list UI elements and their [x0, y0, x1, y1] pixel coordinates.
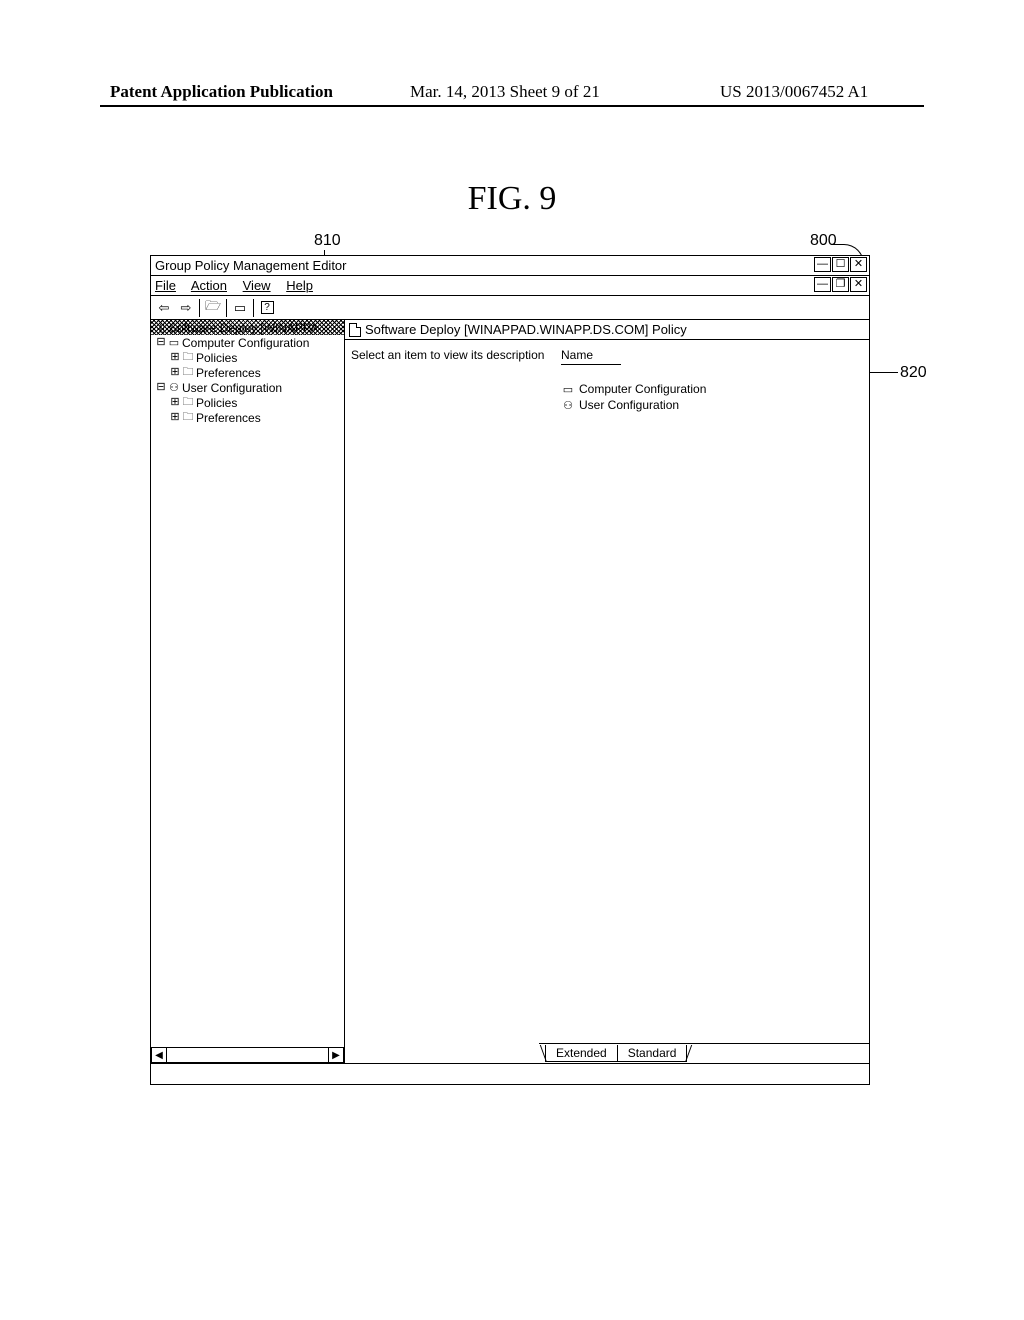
list-item[interactable]: ▭ Computer Configuration	[561, 381, 863, 397]
menu-help[interactable]: Help	[286, 278, 313, 293]
list-column: Name ▭ Computer Configuration ⚇ User Con…	[561, 348, 863, 1039]
toolbar-sep-2	[226, 299, 227, 317]
expander-icon[interactable]: ⊟	[155, 337, 167, 348]
content-title-bar: Software Deploy [WINAPPAD.WINAPP.DS.COM]…	[345, 320, 869, 340]
list-item-label: Computer Configuration	[579, 382, 706, 396]
menu-view[interactable]: View	[243, 278, 271, 293]
tab-extended[interactable]: Extended	[545, 1045, 618, 1062]
menu-action[interactable]: Action	[191, 278, 227, 293]
expander-icon[interactable]: ⊞	[169, 412, 181, 423]
callout-810: 810	[314, 232, 341, 250]
menu-bar: File Action View Help — ❐ ✕	[151, 276, 869, 296]
title-bar: Group Policy Management Editor — ☐ ✕	[151, 256, 869, 276]
properties-button[interactable]: ▭	[229, 298, 251, 318]
mdi-close-button[interactable]: ✕	[850, 277, 867, 292]
close-button[interactable]: ✕	[850, 257, 867, 272]
column-header-name[interactable]: Name	[561, 348, 621, 365]
minimize-button[interactable]: —	[814, 257, 831, 272]
callout-820: 820	[900, 364, 927, 382]
content-body: Select an item to view its description N…	[345, 340, 869, 1043]
document-icon: ▯	[155, 321, 169, 334]
tree-user-policies[interactable]: ⊞ 🗀 Policies	[151, 395, 344, 410]
patent-page: Patent Application Publication Mar. 14, …	[0, 0, 1024, 1320]
toolbar-sep-1	[199, 299, 200, 317]
window-title: Group Policy Management Editor	[155, 258, 346, 273]
back-icon: ⇦	[159, 300, 170, 316]
description-text: Select an item to view its description	[351, 348, 551, 362]
tree-user-config[interactable]: ⊟ ⚇ User Configuration	[151, 380, 344, 395]
tree-scroll-right[interactable]: ▶	[328, 1047, 344, 1063]
user-icon: ⚇	[561, 399, 575, 412]
menu-file[interactable]: File	[155, 278, 176, 293]
window-controls: — ☐ ✕	[814, 257, 867, 272]
figure-label: FIG. 9	[0, 180, 1024, 218]
tree-comp-prefs[interactable]: ⊞ 🗀 Preferences	[151, 365, 344, 380]
help-icon: ?	[261, 301, 274, 314]
header-right: US 2013/0067452 A1	[720, 82, 868, 102]
content-pane: Software Deploy [WINAPPAD.WINAPP.DS.COM]…	[345, 320, 869, 1063]
document-icon	[349, 323, 361, 337]
tree-comp-cfg-label: Computer Configuration	[181, 336, 309, 350]
back-button[interactable]: ⇦	[153, 298, 175, 318]
mdi-minimize-button[interactable]: —	[814, 277, 831, 292]
mdi-restore-button[interactable]: ❐	[832, 277, 849, 292]
content-title-text: Software Deploy [WINAPPAD.WINAPP.DS.COM]…	[365, 322, 687, 337]
tree-user-policies-label: Policies	[195, 396, 237, 410]
tree-user-cfg-label: User Configuration	[181, 381, 282, 395]
list-item-label: User Configuration	[579, 398, 679, 412]
tree-user-prefs[interactable]: ⊞ 🗀 Preferences	[151, 410, 344, 425]
header-rule	[100, 105, 924, 107]
mdi-controls: — ❐ ✕	[814, 277, 867, 292]
tree-scroll-left[interactable]: ◀	[151, 1047, 167, 1063]
toolbar: ⇦ ⇨ 🗁 ▭ ?	[151, 296, 869, 320]
tree-computer-config[interactable]: ⊟ ▭ Computer Configuration	[151, 335, 344, 350]
expander-icon[interactable]: ⊞	[169, 352, 181, 363]
forward-icon: ⇨	[181, 300, 192, 316]
expander-icon[interactable]: ⊞	[169, 397, 181, 408]
description-column: Select an item to view its description	[351, 348, 551, 1039]
folder-up-icon: 🗁	[205, 297, 221, 319]
tree-scroll-track[interactable]	[167, 1047, 328, 1063]
tree-comp-policies[interactable]: ⊞ 🗀 Policies	[151, 350, 344, 365]
tree-root[interactable]: ▯ Software Deploy [WINAPPA	[151, 320, 344, 335]
header-center: Mar. 14, 2013 Sheet 9 of 21	[410, 82, 600, 102]
tabs-row: Extended Standard	[345, 1043, 869, 1063]
tree-pane: ▯ Software Deploy [WINAPPA ⊟ ▭ Computer …	[151, 320, 345, 1063]
tree-comp-policies-label: Policies	[195, 351, 237, 365]
expander-icon[interactable]: ⊞	[169, 367, 181, 378]
up-folder-button[interactable]: 🗁	[202, 298, 224, 318]
user-icon: ⚇	[167, 381, 181, 394]
computer-icon: ▭	[561, 383, 575, 396]
tree-root-label: Software Deploy [WINAPPA	[169, 321, 318, 335]
status-bar	[151, 1064, 869, 1083]
maximize-button[interactable]: ☐	[832, 257, 849, 272]
list-item[interactable]: ⚇ User Configuration	[561, 397, 863, 413]
tab-standard[interactable]: Standard	[617, 1045, 688, 1062]
window-body: ▯ Software Deploy [WINAPPA ⊟ ▭ Computer …	[151, 320, 869, 1064]
folder-icon: 🗀	[181, 410, 195, 425]
folder-icon: 🗀	[181, 365, 195, 380]
forward-button[interactable]: ⇨	[175, 298, 197, 318]
folder-icon: 🗀	[181, 395, 195, 410]
gp-editor-window: Group Policy Management Editor — ☐ ✕ Fil…	[150, 255, 870, 1085]
header-left: Patent Application Publication	[110, 82, 333, 102]
tree-comp-prefs-label: Preferences	[195, 366, 261, 380]
folder-icon: 🗀	[181, 350, 195, 365]
toolbar-sep-3	[253, 299, 254, 317]
expander-icon[interactable]: ⊟	[155, 382, 167, 393]
help-button[interactable]: ?	[256, 298, 278, 318]
properties-icon: ▭	[234, 300, 246, 316]
computer-icon: ▭	[167, 336, 181, 349]
tree-user-prefs-label: Preferences	[195, 411, 261, 425]
